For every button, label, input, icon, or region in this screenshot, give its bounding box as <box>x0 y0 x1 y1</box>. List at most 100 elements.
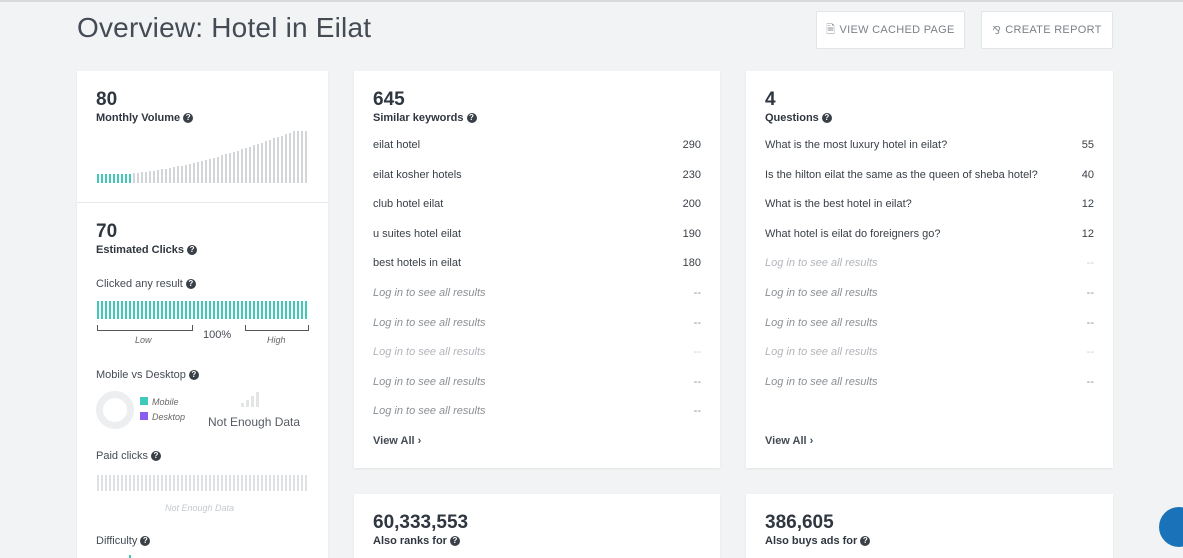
also-ranks-label: Also ranks for <box>373 535 447 547</box>
similar-view-all-link[interactable]: View All › <box>373 435 421 447</box>
chart-bar <box>261 475 263 491</box>
chart-bar <box>129 475 131 491</box>
chart-bar <box>205 301 207 319</box>
chart-bar <box>113 301 115 319</box>
similar-keyword-row[interactable]: Log in to see all results -- <box>373 316 701 330</box>
question-row[interactable]: What is the most luxury hotel in eilat? 5… <box>765 138 1094 152</box>
question-row[interactable]: Log in to see all results -- <box>765 345 1094 359</box>
questions-view-all-link[interactable]: View All › <box>765 435 813 447</box>
help-icon[interactable]: ? <box>466 113 477 123</box>
similar-keyword-row[interactable]: u suites hotel eilat 190 <box>373 227 701 241</box>
view-cached-page-label: VIEW CACHED PAGE <box>839 24 955 36</box>
chart-bar <box>125 174 127 183</box>
chart-bar <box>245 301 247 319</box>
help-icon[interactable]: ? <box>821 113 832 123</box>
chart-bar <box>205 475 207 491</box>
desktop-legend-label: Desktop <box>152 412 186 422</box>
chart-bar <box>213 157 215 183</box>
similar-keyword-text[interactable]: Log in to see all results <box>373 316 486 329</box>
similar-keyword-row[interactable]: best hotels in eilat 180 <box>373 256 701 270</box>
chart-bar <box>193 475 195 491</box>
similar-keyword-volume: -- <box>693 375 701 388</box>
create-report-button[interactable]: ⅋ CREATE REPORT <box>981 11 1113 49</box>
chart-bar <box>197 301 199 319</box>
chart-bar <box>105 475 107 491</box>
question-row[interactable]: What hotel is eilat do foreigners go? 12 <box>765 227 1094 241</box>
chart-bar <box>237 475 239 491</box>
help-icon[interactable]: ? <box>140 536 151 546</box>
similar-keyword-row[interactable]: club hotel eilat 200 <box>373 197 701 211</box>
questions-label: Questions <box>765 112 819 124</box>
chart-bar <box>261 142 263 183</box>
chart-bar <box>129 301 131 319</box>
similar-keyword-text[interactable]: Log in to see all results <box>373 346 486 359</box>
chart-bar <box>197 161 199 183</box>
chart-bar <box>253 475 255 491</box>
signal-bars-icon <box>241 391 259 407</box>
help-icon[interactable]: ? <box>185 279 196 289</box>
similar-keyword-volume: 230 <box>682 168 701 181</box>
question-text[interactable]: Log in to see all results <box>765 257 878 270</box>
question-row[interactable]: Log in to see all results -- <box>765 375 1094 389</box>
chart-bar <box>213 301 215 319</box>
help-icon[interactable]: ? <box>449 536 460 546</box>
help-icon[interactable]: ? <box>187 245 198 255</box>
chart-bar <box>177 475 179 491</box>
chart-bar <box>181 475 183 491</box>
chart-bar <box>177 166 179 183</box>
chart-bar <box>157 475 159 491</box>
question-row[interactable]: Is the hilton eilat the same as the quee… <box>765 168 1094 182</box>
chart-bar <box>125 475 127 491</box>
question-row[interactable]: What is the best hotel in eilat? 12 <box>765 197 1094 211</box>
chart-bar <box>217 301 219 319</box>
view-cached-page-button[interactable]: 🗎 VIEW CACHED PAGE <box>816 11 965 49</box>
chart-bar <box>285 301 287 319</box>
similar-keyword-row[interactable]: Log in to see all results -- <box>373 345 701 359</box>
chat-widget-button[interactable] <box>1159 507 1183 547</box>
chart-bar <box>109 301 111 319</box>
question-text: What is the most luxury hotel in eilat? <box>765 139 948 151</box>
document-icon: 🗎 <box>826 23 836 36</box>
chart-bar <box>277 475 279 491</box>
question-volume: 55 <box>1081 139 1094 151</box>
similar-keyword-row[interactable]: eilat hotel 290 <box>373 138 701 152</box>
question-row[interactable]: Log in to see all results -- <box>765 256 1094 270</box>
similar-keyword-volume: 200 <box>682 198 701 211</box>
similar-keyword-text[interactable]: Log in to see all results <box>373 375 486 388</box>
question-text: Is the hilton eilat the same as the quee… <box>765 168 1038 181</box>
difficulty-label: Difficulty <box>96 535 138 547</box>
also-buys-value: 386,605 <box>765 512 834 533</box>
similar-keyword-row[interactable]: Log in to see all results -- <box>373 375 701 389</box>
similar-keyword-row[interactable]: eilat kosher hotels 230 <box>373 168 701 182</box>
chart-bar <box>173 475 175 491</box>
question-row[interactable]: Log in to see all results -- <box>765 316 1094 330</box>
chart-bar <box>165 168 167 183</box>
legend-desktop: Desktop <box>140 412 185 422</box>
question-text[interactable]: Log in to see all results <box>765 316 878 329</box>
similar-keyword-text[interactable]: Log in to see all results <box>373 287 486 299</box>
legend-mobile: Mobile <box>140 397 179 407</box>
chart-bar <box>185 475 187 491</box>
similar-keyword-text[interactable]: Log in to see all results <box>373 405 486 418</box>
question-text[interactable]: Log in to see all results <box>765 346 878 359</box>
chart-bar <box>141 301 143 319</box>
similar-keyword-volume: -- <box>693 346 701 359</box>
help-icon[interactable]: ? <box>860 536 871 546</box>
help-icon[interactable]: ? <box>183 113 194 123</box>
question-text[interactable]: Log in to see all results <box>765 287 878 299</box>
question-volume: -- <box>1086 375 1094 388</box>
help-icon[interactable]: ? <box>150 451 161 461</box>
similar-keyword-row[interactable]: Log in to see all results -- <box>373 286 701 300</box>
similar-keyword-row[interactable]: Log in to see all results -- <box>373 404 701 418</box>
chart-bar <box>189 163 191 183</box>
question-row[interactable]: Log in to see all results -- <box>765 286 1094 300</box>
chevron-right-icon: › <box>809 435 814 447</box>
estimated-clicks-heading: Estimated Clicks? <box>96 244 198 256</box>
chart-bar <box>109 475 111 491</box>
chart-bar <box>249 475 251 491</box>
chart-bar <box>289 301 291 319</box>
chart-bar <box>233 301 235 319</box>
question-text[interactable]: Log in to see all results <box>765 375 878 388</box>
help-icon[interactable]: ? <box>188 370 199 380</box>
view-all-label: View All <box>765 435 807 447</box>
